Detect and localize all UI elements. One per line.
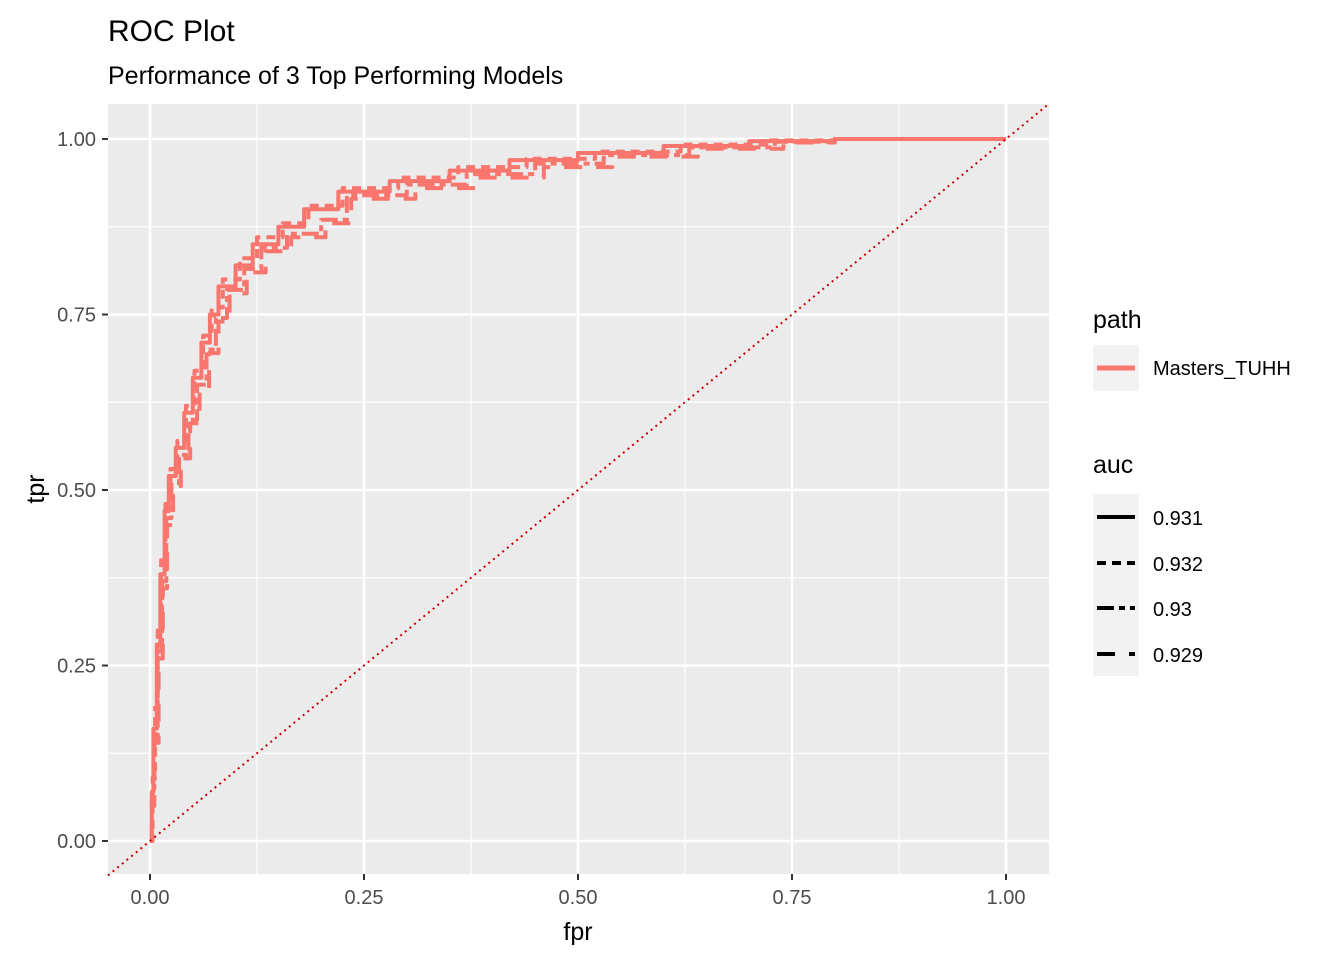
x-axis-title: fpr [563,918,592,946]
legend-auc-label-0929: 0.929 [1153,645,1203,667]
x-tick-label: 0.00 [131,887,170,909]
grid-major [108,104,1049,874]
y-axis-title: tpr [22,474,50,503]
y-tick-label: 0.50 [57,480,96,502]
legend-auc-title: auc [1093,451,1133,479]
legend-auc-label-093: 0.93 [1153,599,1192,621]
roc-series-auc-093 [149,137,1006,843]
legend-auc-label-0931: 0.931 [1153,508,1203,530]
x-tick-label: 0.75 [773,887,812,909]
roc-series-auc-0929 [149,137,1006,843]
y-tick-label: 0.25 [57,656,96,678]
legend-path: path Masters_TUHH [1093,306,1291,391]
legend-auc-key-bg [1093,494,1139,676]
x-tick-label: 0.25 [345,887,384,909]
y-tick-label: 0.75 [57,305,96,327]
roc-series-auc-0932 [150,137,1006,843]
y-tick-label: 1.00 [57,129,96,151]
chart-subtitle: Performance of 3 Top Performing Models [108,62,563,90]
x-tick-label: 1.00 [987,887,1026,909]
series-layer [149,137,1006,843]
y-tick-label: 0.00 [57,831,96,853]
legend-auc-label-0932: 0.932 [1153,554,1203,576]
legend-auc: auc 0.931 0.932 0.93 0.929 [1093,451,1203,676]
x-axis: 0.00 0.25 0.50 0.75 1.00 [131,874,1026,909]
legend-path-label: Masters_TUHH [1153,358,1291,380]
y-axis: 0.00 0.25 0.50 0.75 1.00 [57,129,108,853]
legend-path-title: path [1093,306,1142,334]
reference-diagonal-line [107,102,1050,877]
x-tick-label: 0.50 [559,887,598,909]
chart-title: ROC Plot [108,15,235,48]
